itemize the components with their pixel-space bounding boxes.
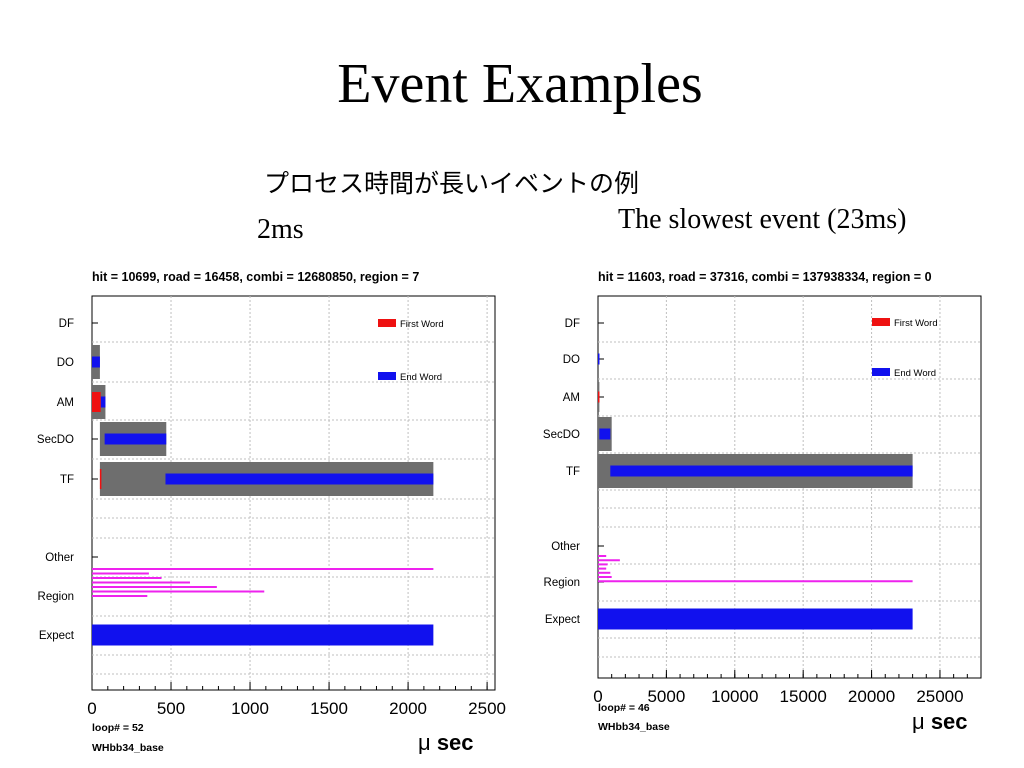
category-label: DF [59, 318, 74, 330]
legend-swatch-end-word [872, 368, 890, 376]
first-word-bar [598, 391, 600, 403]
chart-left: DF DO AM SecDO TF Other Region Expect 0 500 1000 15… [37, 295, 506, 718]
caption-right: The slowest event (23ms) [618, 204, 907, 235]
end-word-bar [104, 433, 167, 445]
legend-swatch-first-word [872, 318, 890, 326]
x-tick-label: 2000 [389, 699, 427, 718]
plot-frame [91, 295, 496, 691]
x-tick-label: 10000 [711, 687, 758, 706]
x-tick-label: 20000 [848, 687, 895, 706]
end-word-bar [599, 428, 611, 440]
base-label: WHbb34_base [92, 742, 164, 754]
chart-right: DF DO AM SecDO TF Other Region Expect 0 5000 10000… [543, 295, 982, 706]
unit-prefix: μ [418, 730, 431, 755]
unit-label: μ sec [418, 730, 474, 756]
end-word-bar [165, 473, 434, 485]
x-tick-label: 5000 [647, 687, 685, 706]
end-word-bar [598, 353, 600, 365]
unit-label: μ sec [912, 709, 968, 735]
legend-swatch-end-word [378, 372, 396, 380]
category-label: Region [544, 577, 580, 589]
legend-label-first-word: First Word [894, 318, 938, 329]
x-tick-label: 1000 [231, 699, 269, 718]
chart-panel-right: hit = 11603, road = 37316, combi = 13793… [536, 264, 1006, 744]
end-word-bar [610, 465, 913, 477]
category-label: DO [57, 357, 74, 369]
x-tick-label: 0 [87, 699, 96, 718]
category-label: Expect [39, 630, 75, 642]
category-label: TF [60, 474, 74, 486]
end-word-bar [100, 396, 106, 408]
chart-panel-left: hit = 10699, road = 16458, combi = 12680… [30, 262, 510, 768]
category-label: AM [563, 392, 580, 404]
category-label: AM [57, 397, 74, 409]
category-label: DO [563, 354, 580, 366]
x-tick-label: 0 [593, 687, 602, 706]
x-tick-label: 2500 [468, 699, 506, 718]
legend-swatch-first-word [378, 319, 396, 327]
base-label: WHbb34_base [598, 721, 670, 733]
category-label: TF [566, 466, 580, 478]
category-label: Expect [545, 614, 581, 626]
category-label: Other [551, 541, 580, 553]
x-tick-label: 25000 [916, 687, 963, 706]
expect-bar [598, 608, 913, 630]
category-label: SecDO [37, 434, 74, 446]
unit-word: sec [436, 730, 474, 755]
first-word-bar [92, 392, 101, 412]
loop-label: loop# = 52 [92, 722, 144, 734]
loop-label: loop# = 46 [598, 702, 650, 714]
caption-left: 2ms [257, 214, 304, 245]
slide-subtitle: プロセス時間が長いイベントの例 [264, 169, 640, 198]
category-label: SecDO [543, 429, 580, 441]
chart-header: hit = 11603, road = 37316, combi = 13793… [598, 270, 932, 284]
category-label: Other [45, 552, 74, 564]
unit-prefix: μ [912, 709, 925, 734]
category-label: Region [38, 591, 74, 603]
x-tick-label: 500 [157, 699, 185, 718]
unit-word: sec [930, 709, 968, 734]
category-label: DF [565, 318, 580, 330]
chart-header: hit = 10699, road = 16458, combi = 12680… [92, 270, 420, 284]
slide-title: Event Examples [337, 53, 703, 115]
end-word-bar [92, 356, 100, 368]
expect-bar [92, 624, 434, 646]
first-word-bar [99, 469, 102, 489]
x-tick-label: 1500 [310, 699, 348, 718]
legend-label-end-word: End Word [894, 368, 936, 379]
x-tick-label: 15000 [780, 687, 827, 706]
legend-label-first-word: First Word [400, 319, 444, 330]
legend-label-end-word: End Word [400, 372, 442, 383]
